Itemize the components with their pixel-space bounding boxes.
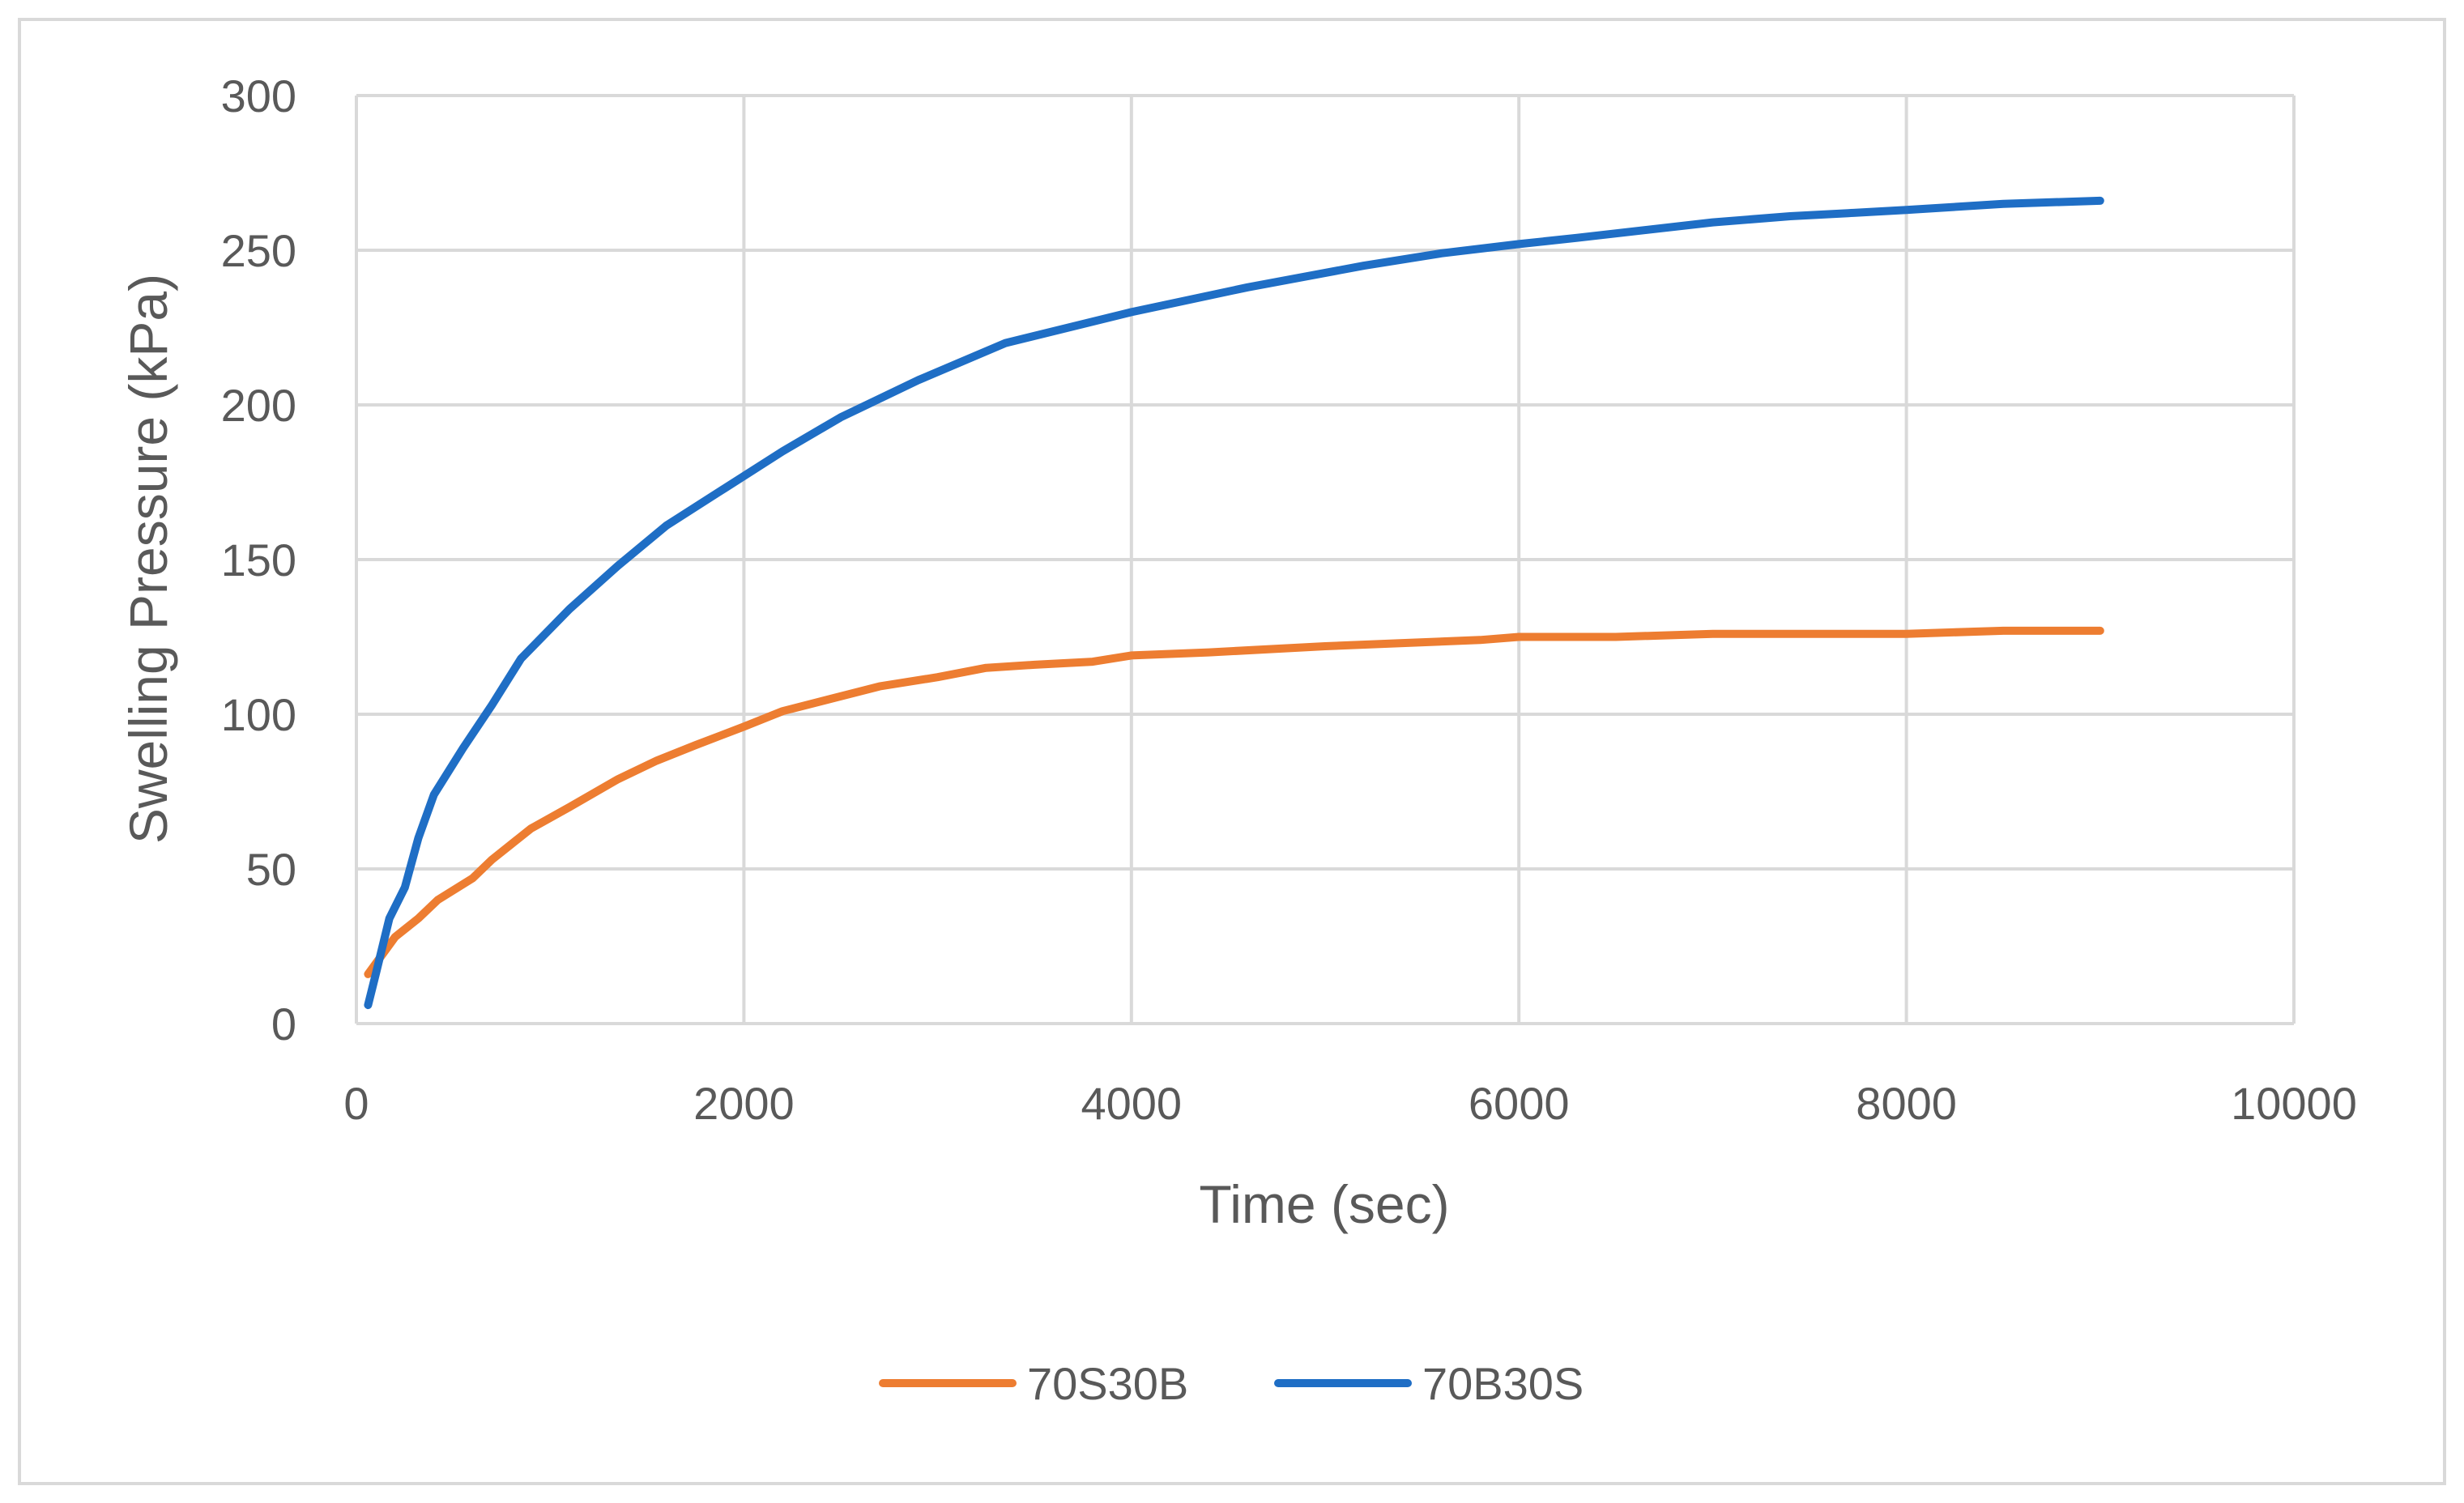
y-tick-label: 150 [221, 534, 296, 585]
series-line-70S30B [364, 626, 2104, 978]
legend-label: 70B30S [1422, 1358, 1584, 1409]
x-axis-title: Time (sec) [1199, 1174, 1449, 1234]
legend-label: 70S30B [1027, 1358, 1188, 1409]
y-tick-label: 0 [271, 998, 296, 1050]
y-tick-labels: 0 50 100 150 200 250 300 [221, 70, 296, 1050]
x-tick-label: 8000 [1856, 1078, 1957, 1129]
y-tick-label: 250 [221, 225, 296, 276]
x-tick-label: 2000 [693, 1078, 795, 1129]
x-tick-labels: 0 2000 4000 6000 8000 10000 [343, 1078, 2356, 1129]
x-tick-label: 10000 [2231, 1078, 2357, 1129]
y-axis-title: Swelling Pressure (kPa) [118, 274, 178, 844]
chart-frame [18, 18, 2446, 1485]
x-tick-label: 4000 [1081, 1078, 1183, 1129]
legend: 70S30B 70B30S [879, 1358, 1584, 1409]
series-lines [364, 196, 2104, 1010]
y-tick-label: 300 [221, 70, 296, 121]
x-tick-label: 0 [343, 1078, 369, 1129]
x-tick-label: 6000 [1469, 1078, 1570, 1129]
y-tick-label: 50 [246, 844, 296, 895]
y-tick-label: 100 [221, 689, 296, 740]
series-line-70B30S [364, 196, 2104, 1010]
y-tick-label: 200 [221, 380, 296, 431]
gridlines [355, 94, 2296, 1025]
